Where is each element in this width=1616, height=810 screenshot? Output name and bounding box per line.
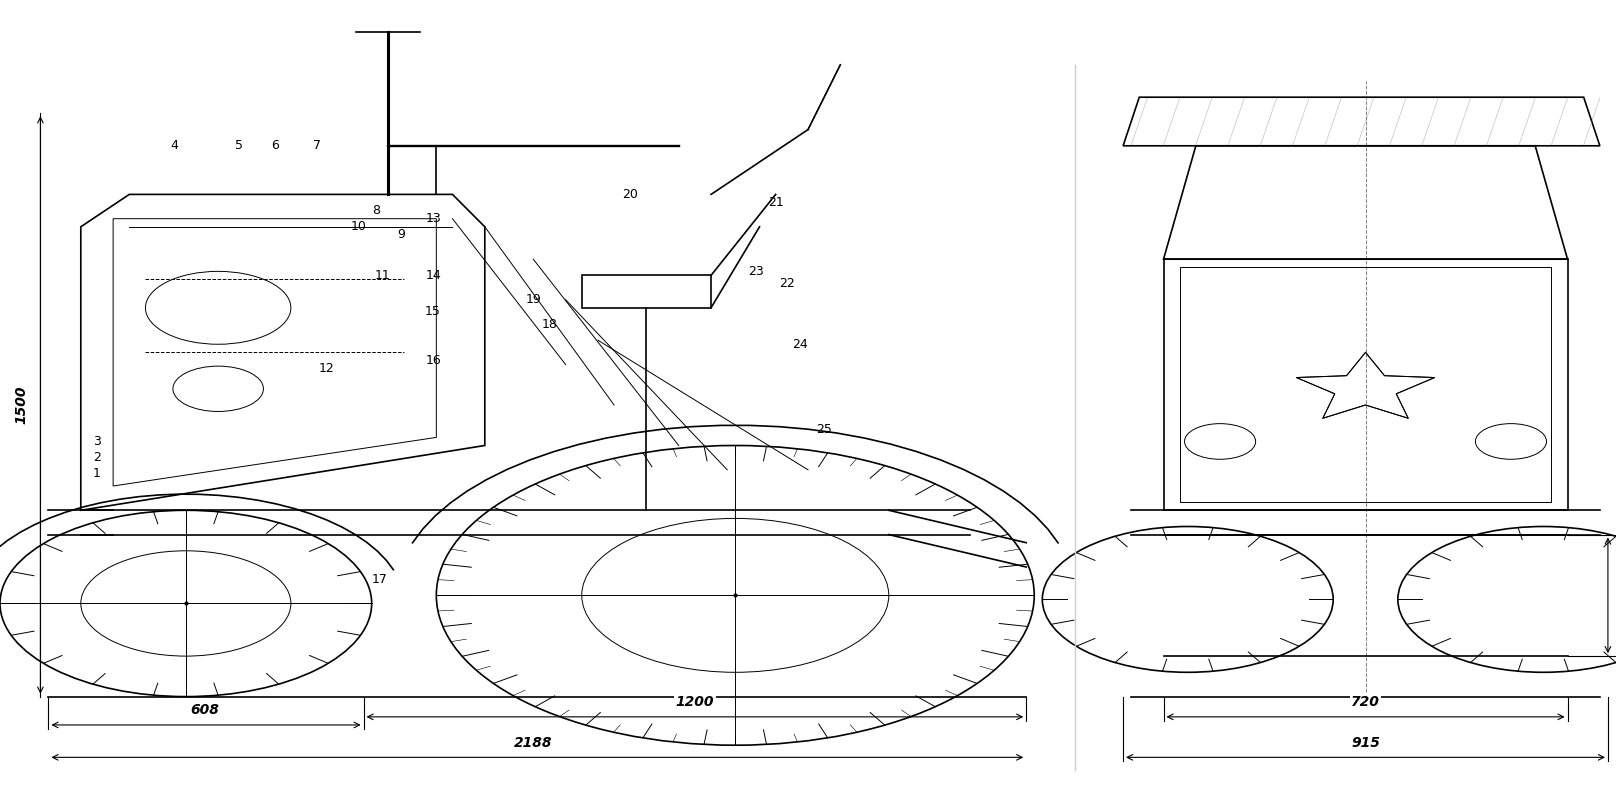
Text: 12: 12 xyxy=(318,362,335,375)
Text: 4: 4 xyxy=(171,139,178,152)
Text: 2188: 2188 xyxy=(514,735,553,750)
Text: 1200: 1200 xyxy=(675,695,714,710)
Text: 915: 915 xyxy=(1351,735,1380,750)
Text: 13: 13 xyxy=(425,212,441,225)
Text: 22: 22 xyxy=(779,277,795,290)
Text: 14: 14 xyxy=(425,269,441,282)
Text: 10: 10 xyxy=(351,220,367,233)
Text: 19: 19 xyxy=(525,293,541,306)
Text: 720: 720 xyxy=(1351,695,1380,710)
Text: 15: 15 xyxy=(425,305,441,318)
Text: 24: 24 xyxy=(792,338,808,351)
Text: 25: 25 xyxy=(816,423,832,436)
Text: 1500: 1500 xyxy=(15,386,27,424)
Text: 21: 21 xyxy=(768,196,784,209)
Text: 11: 11 xyxy=(375,269,391,282)
Text: 1: 1 xyxy=(94,467,100,480)
Text: 5: 5 xyxy=(236,139,242,152)
Polygon shape xyxy=(1296,352,1435,418)
Text: 16: 16 xyxy=(425,354,441,367)
Text: 20: 20 xyxy=(622,188,638,201)
Text: 18: 18 xyxy=(541,318,558,330)
Text: 3: 3 xyxy=(94,435,100,448)
Text: 2: 2 xyxy=(94,451,100,464)
Text: 23: 23 xyxy=(748,265,764,278)
Text: 17: 17 xyxy=(372,573,388,586)
Text: 9: 9 xyxy=(398,228,404,241)
Text: 7: 7 xyxy=(314,139,320,152)
Text: 8: 8 xyxy=(373,204,380,217)
Text: 6: 6 xyxy=(271,139,278,152)
Text: 608: 608 xyxy=(191,703,220,718)
